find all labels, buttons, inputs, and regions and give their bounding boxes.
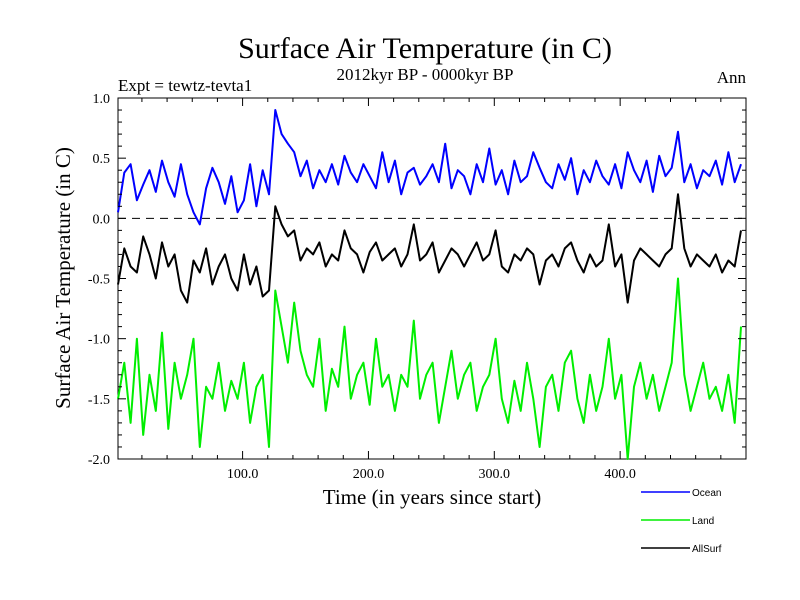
series-line-allsurf [117,193,742,304]
y-tick-label: -1.0 [88,333,110,348]
y-axis-label: Surface Air Temperature (in C) [51,147,75,409]
x-tick-label: 400.0 [604,467,636,482]
legend: Ocean Land AllSurf [641,488,722,555]
x-axis-label: Time (in years since start) [323,485,542,509]
legend-label-land: Land [692,516,714,527]
y-tick-label: 0.5 [93,152,111,167]
x-tick-label: 200.0 [353,467,385,482]
y-axis-ticks: -2.0 -1.5 -1.0 -0.5 0.0 0.5 1.0 [88,92,746,468]
x-axis-ticks: 100.0 200.0 300.0 400.0 [141,98,722,482]
legend-label-ocean: Ocean [692,488,721,499]
series-line-ocean [117,109,742,226]
y-tick-label: 1.0 [93,92,111,107]
x-tick-label: 100.0 [227,467,259,482]
series-layer [117,109,742,460]
chart-subtitle: 2012kyr BP - 0000kyr BP [337,65,514,84]
y-tick-label: -1.5 [88,393,110,408]
legend-label-allsurf: AllSurf [692,544,722,555]
chart-title: Surface Air Temperature (in C) [238,32,612,65]
y-tick-label: -0.5 [88,273,110,288]
season-label: Ann [717,68,747,87]
y-tick-label: -2.0 [88,453,110,468]
x-tick-label: 300.0 [479,467,511,482]
y-tick-label: 0.0 [93,212,111,227]
series-line-land [117,277,742,460]
experiment-label: Expt = tewtz-tevta1 [118,76,252,95]
